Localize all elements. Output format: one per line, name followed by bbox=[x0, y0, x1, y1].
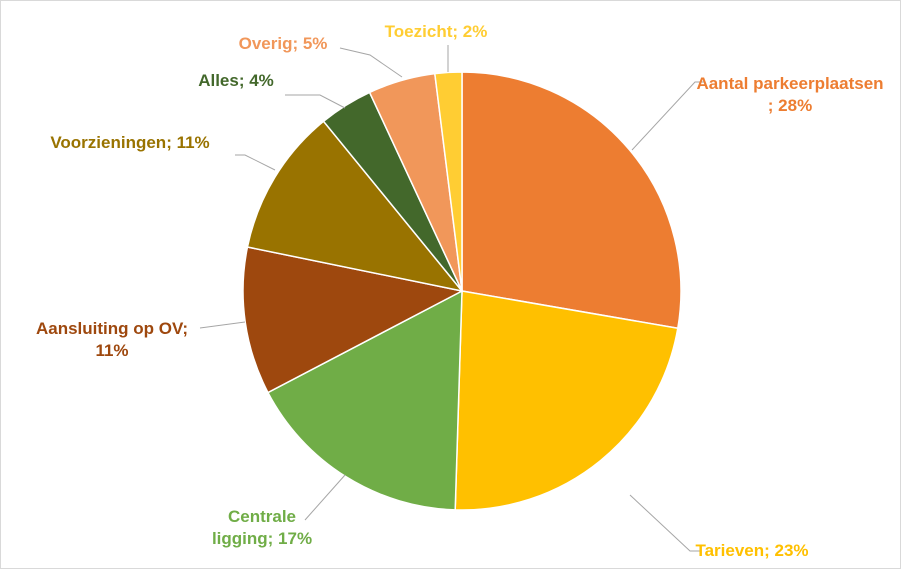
leader-line bbox=[285, 94, 346, 109]
leader-line bbox=[631, 81, 705, 151]
data-label: Aantal parkeerplaatsen ; 28% bbox=[696, 74, 884, 115]
leader-line bbox=[199, 321, 246, 329]
pie-slice bbox=[461, 71, 682, 330]
pie-slice bbox=[433, 71, 463, 292]
data-label: Aansluiting op OV; 11% bbox=[35, 319, 189, 360]
leader-line bbox=[629, 494, 700, 552]
data-label: Overig; 5% bbox=[238, 34, 328, 53]
data-label: Voorzieningen; 11% bbox=[50, 133, 210, 152]
data-label: Centrale ligging; 17% bbox=[211, 507, 313, 548]
pie-slice bbox=[454, 290, 679, 511]
data-label: Tarieven; 23% bbox=[695, 541, 809, 560]
data-label: Alles; 4% bbox=[198, 71, 274, 90]
pie-slice bbox=[242, 246, 465, 394]
leader-line bbox=[235, 154, 276, 171]
data-label: Toezicht; 2% bbox=[384, 22, 488, 41]
pie-slice bbox=[246, 120, 464, 293]
leader-line bbox=[339, 47, 403, 78]
pie-slice bbox=[266, 289, 463, 511]
leader-line bbox=[304, 474, 346, 521]
